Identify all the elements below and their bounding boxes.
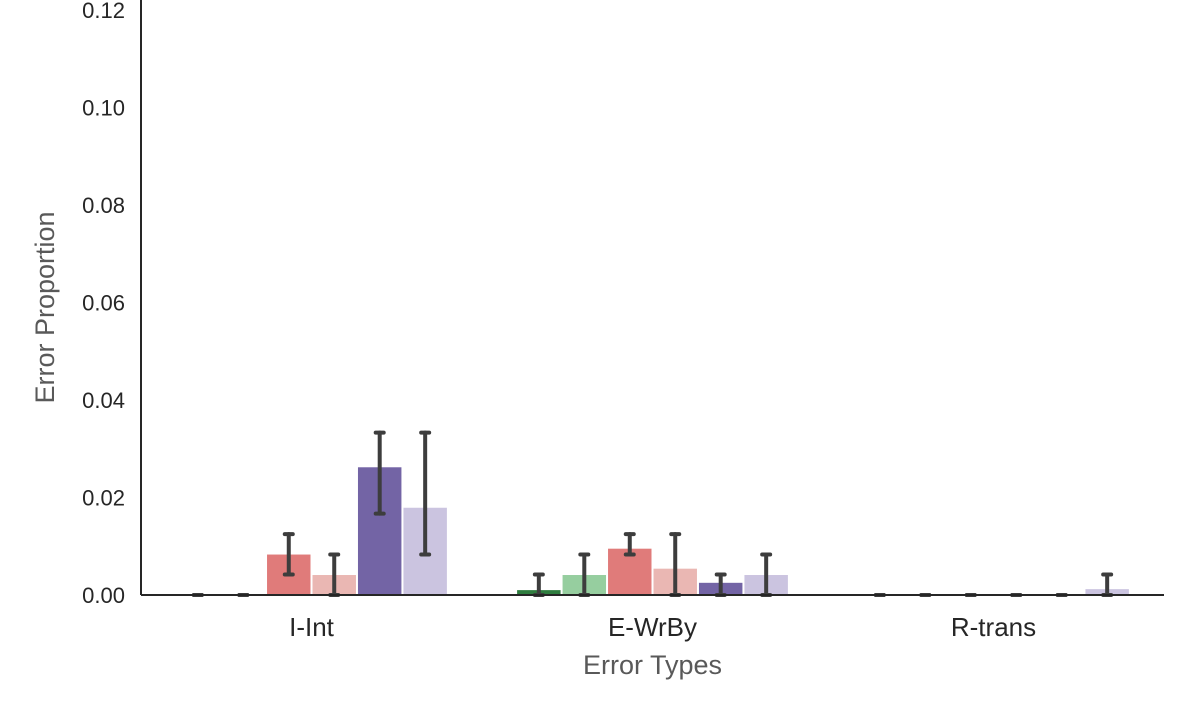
y-axis-title: Error Proportion: [30, 211, 60, 403]
x-tick-label: E-WrBy: [608, 612, 697, 642]
y-tick-label: 0.08: [82, 193, 125, 218]
x-tick-label: R-trans: [951, 612, 1036, 642]
y-tick-label: 0.10: [82, 96, 125, 121]
x-tick-labels: I-Int E-WrBy R-trans: [289, 612, 1036, 642]
y-tick-labels: 0.00 0.02 0.04 0.06 0.08 0.10 0.12: [82, 0, 125, 608]
y-tick-label: 0.06: [82, 291, 125, 316]
y-tick-label: 0.04: [82, 388, 125, 413]
bars-layer: [267, 467, 1129, 595]
y-tick-label: 0.00: [82, 583, 125, 608]
y-tick-label: 0.12: [82, 0, 125, 23]
x-axis-title: Error Types: [583, 650, 722, 680]
error-bars-layer: [191, 430, 1114, 597]
x-tick-label: I-Int: [289, 612, 335, 642]
y-tick-label: 0.02: [82, 486, 125, 511]
